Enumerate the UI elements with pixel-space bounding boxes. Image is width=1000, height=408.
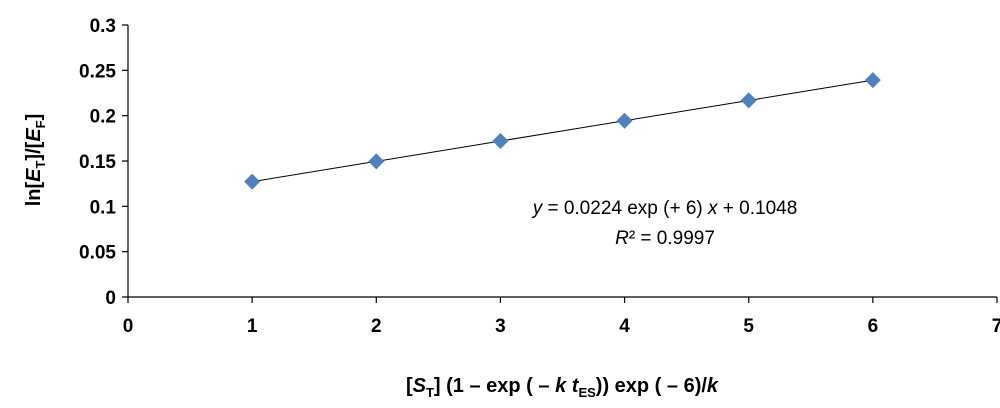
- data-point: [740, 92, 757, 109]
- x-tick-label: 6: [868, 316, 879, 337]
- y-tick-label: 0.1: [90, 197, 117, 218]
- data-point: [492, 133, 509, 150]
- x-tick-label: 0: [123, 316, 134, 337]
- text-part: ] (1 – exp ( –: [434, 375, 555, 397]
- text-part: x: [707, 198, 719, 219]
- text-part: T: [33, 161, 48, 169]
- text-part: = 0.0224 exp (+ 6): [542, 198, 708, 219]
- text-part: k: [555, 375, 567, 397]
- x-tick-label: 5: [743, 316, 754, 337]
- trendline: [252, 79, 873, 183]
- y-tick-label: 0.05: [79, 243, 116, 264]
- r-squared-label: R² = 0.9997: [615, 228, 715, 249]
- x-tick-label: 4: [619, 316, 630, 337]
- text-part: k: [707, 375, 719, 397]
- x-tick-label: 7: [992, 316, 1000, 337]
- text-part: R: [615, 228, 629, 249]
- text-part: T: [426, 385, 434, 400]
- text-part: S: [413, 375, 427, 397]
- text-part: ES: [578, 385, 596, 400]
- text-part: t: [572, 375, 580, 397]
- text-part: ]: [23, 114, 45, 121]
- y-tick-label: 0: [105, 288, 116, 309]
- text-part: y: [531, 198, 544, 219]
- x-tick-label: 2: [371, 316, 382, 337]
- data-point: [368, 153, 385, 170]
- data-point: [616, 112, 633, 129]
- y-tick-label: 0.15: [79, 152, 116, 173]
- y-tick-label: 0.25: [79, 61, 116, 82]
- text-part: [: [406, 375, 413, 397]
- y-tick-label: 0.3: [90, 16, 116, 37]
- text-part: F: [33, 120, 48, 128]
- data-point: [864, 72, 881, 89]
- x-tick-label: 3: [495, 316, 506, 337]
- text-part: )) exp ( – 6)/: [596, 375, 708, 397]
- text-part: E: [23, 168, 45, 182]
- text-part: ]/[: [23, 141, 45, 160]
- text-part: ln[: [23, 182, 45, 207]
- y-tick-label: 0.2: [90, 107, 116, 128]
- x-tick-label: 1: [247, 316, 258, 337]
- text-part: E: [23, 128, 45, 142]
- text-part: + 0.1048: [718, 198, 798, 219]
- y-axis-title: ln[ET]/[EF]: [23, 114, 48, 207]
- data-point: [244, 173, 261, 190]
- trendline-equation: y = 0.0224 exp (+ 6) x + 0.1048: [531, 198, 798, 219]
- text-part: ² = 0.9997: [629, 228, 715, 249]
- x-axis-title: [ST] (1 – exp ( – k tES)) exp ( – 6)/k: [406, 375, 719, 400]
